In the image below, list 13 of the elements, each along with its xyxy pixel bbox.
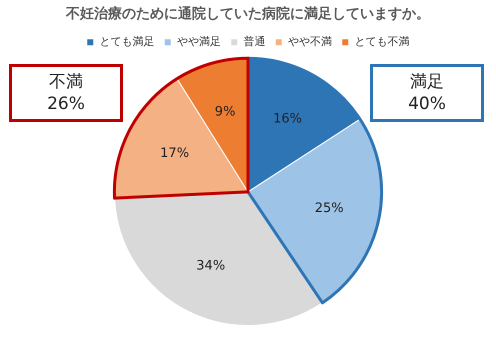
legend-label: 普通 (243, 35, 266, 48)
legend-label: とても不満 (354, 35, 410, 48)
legend-label: やや不満 (288, 35, 332, 48)
data-label: 25% (314, 200, 344, 216)
data-label: 9% (214, 104, 236, 120)
text: 満足 40% (370, 64, 484, 122)
chart-title: 不妊治療のために通院していた病院に満足していますか。 (65, 5, 430, 22)
data-label: 34% (196, 258, 226, 274)
text: 不満 26% (9, 64, 123, 122)
data-label: 16% (273, 111, 302, 126)
legend-label: とても満足 (99, 35, 154, 48)
legend-label: やや満足 (176, 35, 221, 48)
data-label: 17% (160, 146, 190, 161)
